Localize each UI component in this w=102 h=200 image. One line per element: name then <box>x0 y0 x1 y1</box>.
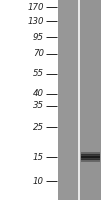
Bar <box>81 152 100 153</box>
Bar <box>81 158 100 159</box>
Bar <box>81 157 100 158</box>
Bar <box>78 0 80 200</box>
Bar <box>81 160 100 161</box>
Bar <box>58 0 78 200</box>
Bar <box>81 159 100 160</box>
Bar <box>81 151 100 152</box>
Bar <box>80 0 101 200</box>
Bar <box>81 162 100 163</box>
Bar <box>81 154 100 155</box>
Bar <box>81 155 100 156</box>
Bar <box>81 156 100 157</box>
Text: 130: 130 <box>27 17 44 25</box>
Text: 10: 10 <box>33 176 44 186</box>
Text: 35: 35 <box>33 102 44 110</box>
Bar <box>81 153 100 154</box>
Text: 170: 170 <box>27 2 44 11</box>
Bar <box>81 154 100 155</box>
Bar <box>81 161 100 162</box>
Text: 70: 70 <box>33 49 44 58</box>
Bar <box>81 159 100 160</box>
Bar <box>81 157 100 158</box>
Text: 55: 55 <box>33 70 44 78</box>
Bar <box>81 152 100 153</box>
Text: 25: 25 <box>33 122 44 132</box>
Bar <box>81 161 100 162</box>
Bar <box>81 156 100 157</box>
Text: 95: 95 <box>33 32 44 42</box>
Text: 40: 40 <box>33 90 44 98</box>
Text: 15: 15 <box>33 152 44 162</box>
